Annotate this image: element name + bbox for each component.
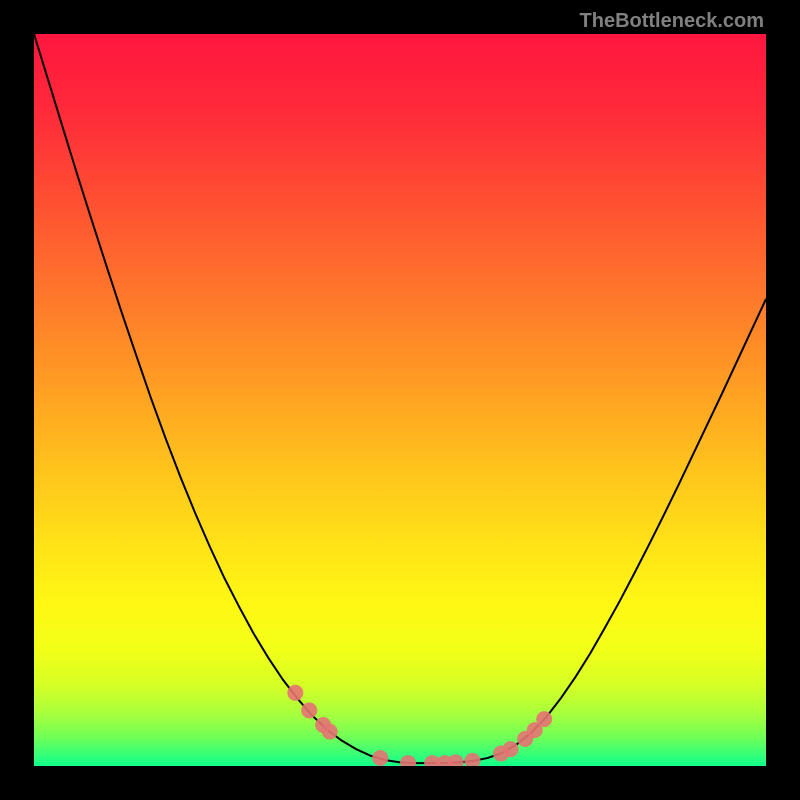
bottleneck-curve-chart [34, 34, 766, 766]
curve-markers [287, 685, 552, 766]
curve-line [34, 34, 766, 763]
attribution-label: TheBottleneck.com [580, 10, 764, 33]
